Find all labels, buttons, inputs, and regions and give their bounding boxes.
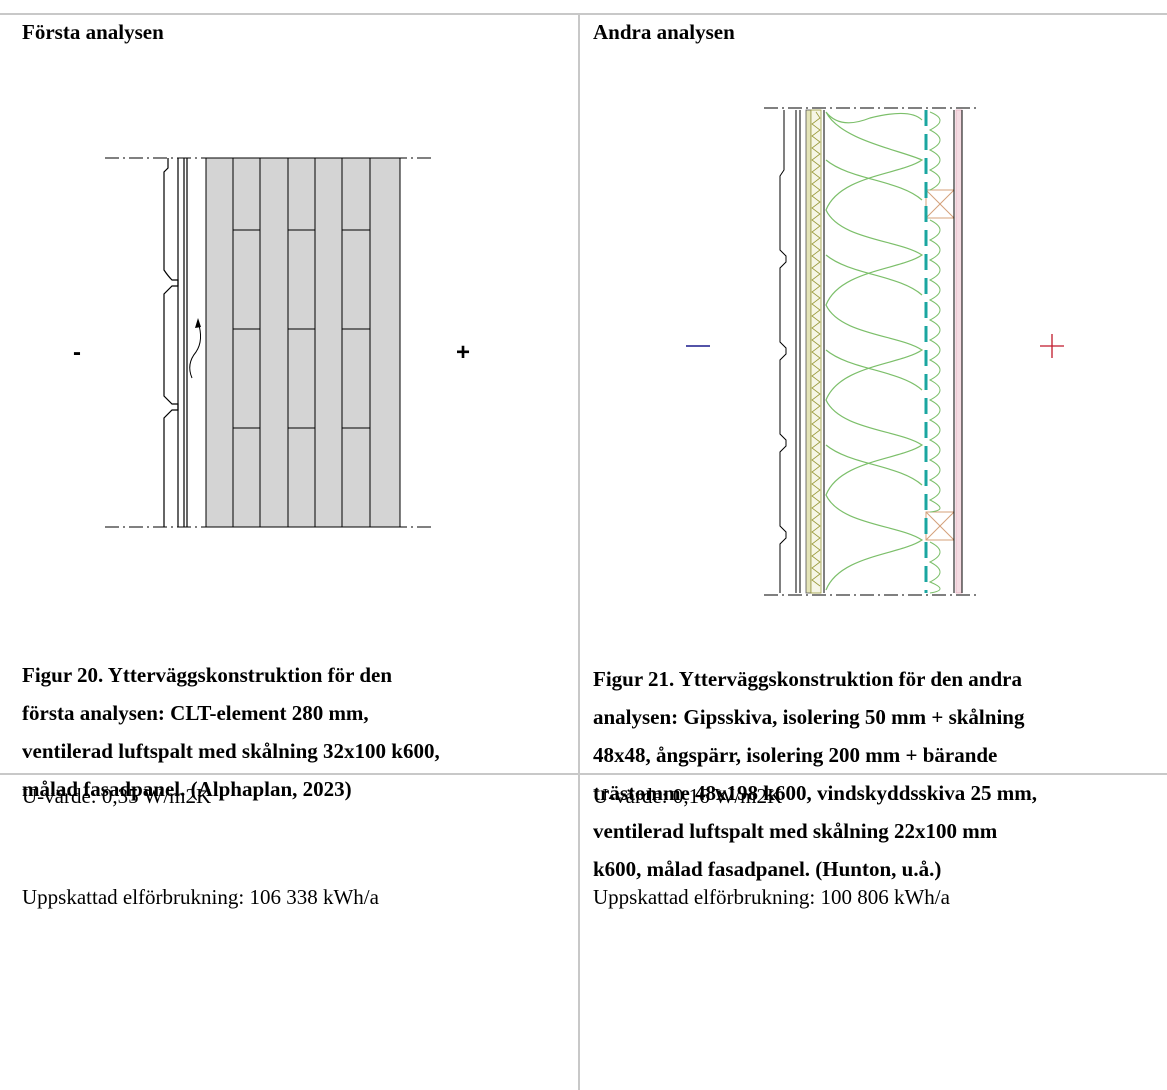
wall-diagram-second [686,107,1064,596]
table-row-divider [0,773,1167,775]
figure-caption-first: Figur 20. Ytterväggskonstruktion för den… [22,656,440,808]
caption-line: ventilerad luftspalt med skålning 32x100… [22,739,440,763]
caption-line: analysen: Gipsskiva, isolering 50 mm + s… [593,705,1025,729]
figure-caption-second: Figur 21. Ytterväggskonstruktion för den… [593,660,1037,888]
minus-sign-first: - [73,339,81,366]
caption-line: k600, målad fasadpanel. (Hunton, u.å.) [593,857,942,881]
caption-line: Figur 21. Ytterväggskonstruktion för den… [593,667,1022,691]
table-top-border [0,13,1167,15]
caption-line: 48x48, ångspärr, isolering 200 mm + bära… [593,743,998,767]
table-column-divider [578,13,580,1090]
consumption-first: Uppskattad elförbrukning: 106 338 kWh/a [22,885,379,909]
caption-line: trästomme 48x198 k600, vindskyddsskiva 2… [593,781,1037,805]
u-value-first: U-värde: 0,35 W/m2K [22,784,212,808]
caption-line: Figur 20. Ytterväggskonstruktion för den [22,663,393,687]
caption-line: målad fasadpanel. (Alphaplan, 2023) [22,777,352,801]
consumption-second: Uppskattad elförbrukning: 100 806 kWh/a [593,885,950,909]
caption-line: ventilerad luftspalt med skålning 22x100… [593,819,998,843]
u-value-second: U-värde: 0,16 W/m2K [593,784,783,808]
caption-line: första analysen: CLT-element 280 mm, [22,701,369,725]
column-heading-second: Andra analysen [593,20,735,44]
column-heading-first: Första analysen [22,20,164,44]
wall-diagram-first [105,157,432,528]
plus-sign-first: + [456,339,471,366]
